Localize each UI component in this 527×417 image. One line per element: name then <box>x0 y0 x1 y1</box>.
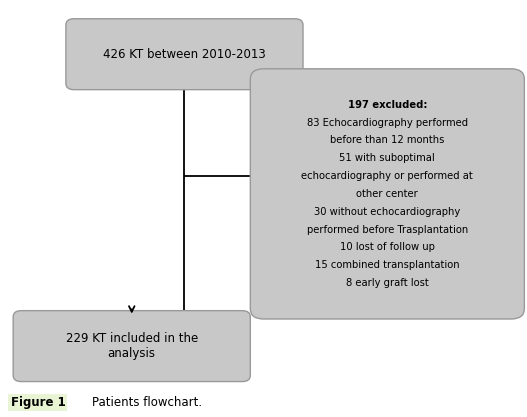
Text: performed before Trasplantation: performed before Trasplantation <box>307 224 468 234</box>
FancyBboxPatch shape <box>13 311 250 382</box>
Text: 8 early graft lost: 8 early graft lost <box>346 278 429 288</box>
Text: 197 excluded:: 197 excluded: <box>348 100 427 110</box>
Text: 229 KT included in the
analysis: 229 KT included in the analysis <box>66 332 198 360</box>
FancyBboxPatch shape <box>66 19 303 90</box>
Text: 30 without echocardiography: 30 without echocardiography <box>314 207 461 217</box>
Text: 10 lost of follow up: 10 lost of follow up <box>340 242 435 252</box>
Text: echocardiography or performed at: echocardiography or performed at <box>301 171 473 181</box>
Text: 426 KT between 2010-2013: 426 KT between 2010-2013 <box>103 48 266 61</box>
Text: before than 12 months: before than 12 months <box>330 136 445 146</box>
Text: 83 Echocardiography performed: 83 Echocardiography performed <box>307 118 468 128</box>
Text: Patients flowchart.: Patients flowchart. <box>92 396 202 409</box>
Text: Figure 1: Figure 1 <box>11 396 65 409</box>
Text: 15 combined transplantation: 15 combined transplantation <box>315 260 460 270</box>
FancyBboxPatch shape <box>250 69 524 319</box>
Text: other center: other center <box>356 189 418 199</box>
Text: 51 with suboptimal: 51 with suboptimal <box>339 153 435 163</box>
